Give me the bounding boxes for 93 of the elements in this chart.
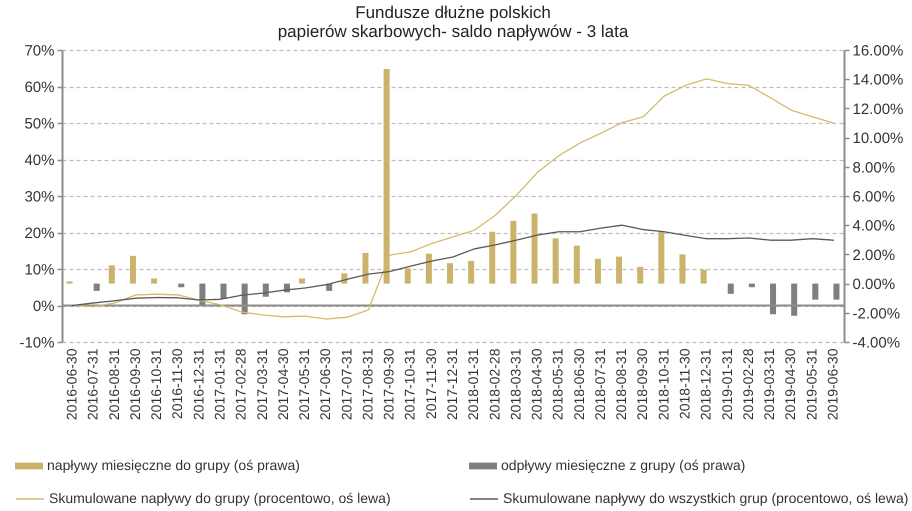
x-tick-label: 2019-01-31 [718, 348, 735, 420]
bar [791, 284, 798, 316]
x-tick-label: 2018-02-28 [486, 348, 502, 420]
bar [833, 284, 840, 300]
bar [700, 270, 707, 284]
y-tick-label: 40% [24, 152, 54, 169]
bar [220, 284, 227, 299]
bar [404, 268, 411, 284]
x-tick-label: 2018-03-31 [507, 348, 524, 420]
x-tick-label: 2018-01-31 [465, 348, 482, 420]
y2-tick-label: 2.00% [852, 246, 896, 264]
y-tick-label: 10% [24, 262, 54, 278]
y2-tick-label: 4.00% [852, 218, 896, 235]
x-tick-label: 2017-06-30 [317, 348, 334, 420]
x-tick-label: 2017-02-28 [232, 348, 249, 420]
x-tick-label: 2019-05-31 [803, 348, 820, 420]
bar [178, 284, 184, 288]
bar [130, 256, 136, 284]
bar [446, 263, 453, 284]
x-tick-label: 2018-05-31 [550, 348, 566, 420]
bar [468, 260, 474, 284]
x-tick-label: 2017-01-31 [212, 348, 228, 420]
y-tick-label: 60% [24, 79, 54, 96]
bar [94, 284, 100, 291]
bar [637, 266, 644, 284]
x-tick-label: 2017-07-31 [338, 348, 354, 420]
legend-label: Skumulowane napływy do wszystkich grup (procentowo, oś lewa) [503, 490, 908, 506]
bar [510, 220, 516, 284]
x-tick-label: 2017-05-31 [296, 348, 312, 420]
y-tick-label: 20% [24, 225, 54, 242]
y2-tick-label: -4.00% [852, 334, 900, 352]
x-tick-label: 2016-09-30 [126, 348, 143, 420]
bar [594, 258, 601, 284]
x-tick-label: 2018-10-31 [655, 348, 672, 420]
bar [770, 284, 776, 314]
bar [748, 284, 755, 288]
x-tick-label: 2017-12-31 [444, 348, 460, 420]
x-tick-label: 2018-07-31 [592, 348, 608, 420]
x-tick-label: 2019-02-28 [740, 348, 756, 420]
bar [552, 238, 559, 284]
x-tick-label: 2016-06-30 [64, 348, 80, 420]
x-tick-label: 2018-04-30 [528, 348, 545, 420]
bar [574, 246, 580, 284]
bar [489, 232, 496, 284]
x-tick-label: 2016-11-30 [169, 348, 186, 420]
x-tick-label: 2017-04-30 [274, 348, 291, 420]
bar [679, 254, 686, 284]
bar [812, 284, 818, 300]
x-tick-label: 2019-03-31 [761, 348, 778, 420]
x-tick-label: 2016-08-31 [106, 348, 122, 420]
y2-tick-label: 12.00% [852, 100, 904, 118]
y2-tick-label: 10.00% [852, 130, 904, 148]
x-tick-label: 2018-06-30 [570, 348, 587, 420]
legend-label: odpływy miesięczne z grupy (oś prawa) [501, 457, 746, 473]
bar [362, 252, 368, 284]
x-tick-label: 2017-11-30 [422, 348, 439, 420]
x-tick-label: 2018-12-31 [698, 348, 714, 420]
bar [151, 278, 158, 284]
legend-label: Skumulowane napływy do grupy (procentowo, oś lewa) [49, 490, 391, 506]
y2-tick-label: 8.00% [852, 159, 896, 176]
legend-label: napływy miesięczne do grupy (oś prawa) [47, 457, 300, 473]
y2-tick-label: 14.00% [852, 72, 904, 89]
x-tick-label: 2017-08-31 [359, 348, 376, 420]
y2-tick-label: 0.00% [852, 276, 896, 294]
x-tick-label: 2019-06-30 [824, 348, 840, 420]
x-tick-label: 2019-04-30 [782, 348, 798, 420]
bar [299, 278, 306, 284]
x-tick-label: 2016-12-31 [190, 348, 206, 420]
bar [426, 254, 432, 284]
bar [66, 281, 73, 284]
x-tick-label: 2018-08-31 [613, 348, 630, 420]
x-tick-label: 2016-07-31 [84, 348, 101, 420]
x-tick-label: 2017-03-31 [254, 348, 270, 420]
x-tick-label: 2016-10-31 [148, 348, 164, 420]
x-tick-label: 2017-10-31 [402, 348, 418, 420]
bar [108, 265, 115, 284]
line-series [72, 224, 834, 306]
chart-title: Fundusze dłużne polskich papierów skarbowych- saldo napływów - 3 lata [278, 3, 629, 41]
y-tick-label: 30% [24, 188, 54, 206]
y2-tick-label: -2.00% [852, 305, 900, 322]
bar [616, 256, 622, 284]
bar [728, 284, 734, 294]
y2-tick-label: 6.00% [852, 188, 896, 206]
x-tick-label: 2018-09-30 [634, 348, 650, 420]
bar [658, 232, 664, 284]
y-tick-label: 0% [32, 298, 54, 315]
bar [532, 214, 538, 284]
y-tick-label: -10% [19, 334, 54, 352]
y-tick-label: 70% [24, 42, 54, 60]
y-tick-label: 50% [24, 116, 54, 132]
x-tick-label: 2017-09-30 [380, 348, 397, 420]
x-tick-label: 2018-11-30 [676, 348, 692, 420]
y2-tick-label: 16.00% [852, 42, 904, 60]
